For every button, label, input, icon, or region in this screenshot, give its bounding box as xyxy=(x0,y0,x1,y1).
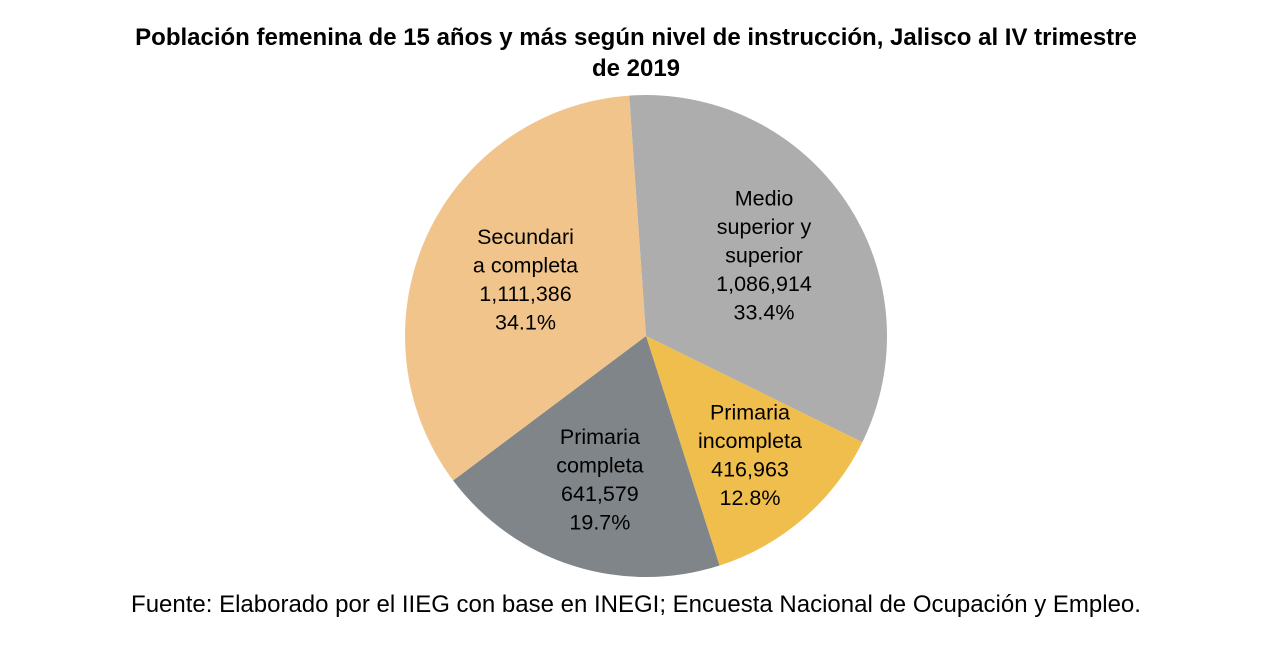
slice-label-medio-superior: Medio superior y superior 1,086,914 33.4% xyxy=(716,186,812,324)
chart-title-line-2: de 2019 xyxy=(591,55,681,82)
slice-label-primaria-incompleta-percent: 12.8% xyxy=(720,486,781,510)
pie-slice-medio-superior xyxy=(629,95,887,443)
slice-label-medio-superior-percent: 33.4% xyxy=(734,300,795,324)
slice-label-secundaria-completa-category-line-1: Secundari xyxy=(477,225,574,249)
slice-label-medio-superior-value: 1,086,914 xyxy=(716,272,812,296)
slice-label-primaria-incompleta-category-line-2: incompleta xyxy=(698,429,802,453)
pie-slices xyxy=(405,95,887,578)
slice-label-primaria-incompleta-category-line-1: Primaria xyxy=(710,400,790,424)
slice-label-medio-superior-category-line-1: Medio xyxy=(735,186,794,210)
slice-label-medio-superior-category-line-2: superior y xyxy=(717,215,812,239)
slice-label-primaria-completa: Primaria completa 641,579 19.7% xyxy=(556,425,643,535)
slice-label-primaria-incompleta: Primaria incompleta 416,963 12.8% xyxy=(698,400,802,510)
source-note: Fuente: Elaborado por el IIEG con base e… xyxy=(131,591,1141,618)
slice-label-secundaria-completa-percent: 34.1% xyxy=(495,310,556,334)
slice-label-secundaria-completa: Secundari a completa 1,111,386 34.1% xyxy=(473,225,578,335)
pie-slice-primaria-completa xyxy=(453,336,720,578)
slice-label-primaria-completa-percent: 19.7% xyxy=(569,510,630,534)
slice-label-primaria-completa-category-line-2: completa xyxy=(556,453,643,477)
slice-label-primaria-incompleta-value: 416,963 xyxy=(711,457,789,481)
slice-label-medio-superior-category-line-3: superior xyxy=(725,243,803,267)
pie-slice-secundaria-completa xyxy=(405,95,646,481)
pie-slice-primaria-incompleta xyxy=(646,336,863,566)
chart-title: Población femenina de 15 años y más segú… xyxy=(40,22,1232,84)
slice-label-primaria-completa-value: 641,579 xyxy=(561,482,639,506)
chart-title-line-1: Población femenina de 15 años y más segú… xyxy=(135,24,1137,51)
pie-labels: Medio superior y superior 1,086,914 33.4% Pri… xyxy=(473,186,812,534)
slice-label-secundaria-completa-category-line-2: a completa xyxy=(473,253,578,277)
slice-label-primaria-completa-category-line-1: Primaria xyxy=(560,425,640,449)
slice-label-secundaria-completa-value: 1,111,386 xyxy=(479,282,571,306)
